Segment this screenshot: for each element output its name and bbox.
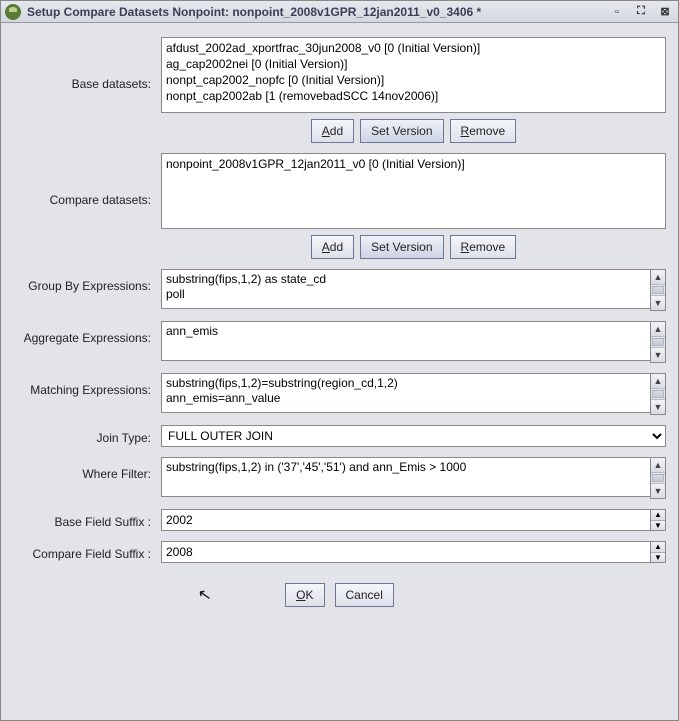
base-datasets-body: afdust_2002ad_xportfrac_30jun2008_v0 [0 … xyxy=(161,37,666,143)
where-filter-input[interactable] xyxy=(161,457,650,497)
aggregate-body: ▲ ▼ xyxy=(161,321,666,363)
scrollbar[interactable]: ▲ ▼ xyxy=(650,269,666,311)
join-type-label: Join Type: xyxy=(13,427,161,445)
set-version-button[interactable]: Set Version xyxy=(360,119,443,143)
spin-down-icon[interactable]: ▼ xyxy=(651,521,665,531)
scroll-down-icon[interactable]: ▼ xyxy=(651,399,665,414)
base-suffix-row: Base Field Suffix : ▲ ▼ xyxy=(13,509,666,531)
button-label-suffix: emove xyxy=(469,240,505,254)
list-item[interactable]: ag_cap2002nei [0 (Initial Version)] xyxy=(164,56,663,72)
group-by-row: Group By Expressions: ▲ ▼ xyxy=(13,269,666,311)
matching-body: ▲ ▼ xyxy=(161,373,666,415)
join-type-body: FULL OUTER JOIN xyxy=(161,425,666,447)
compare-suffix-input[interactable] xyxy=(161,541,650,563)
base-suffix-label: Base Field Suffix : xyxy=(13,511,161,529)
compare-datasets-buttons: Add Set Version Remove xyxy=(161,235,666,259)
dialog-window: Setup Compare Datasets Nonpoint: nonpoin… xyxy=(0,0,679,721)
list-item[interactable]: nonpoint_2008v1GPR_12jan2011_v0 [0 (Init… xyxy=(164,156,663,172)
remove-button[interactable]: Remove xyxy=(450,119,517,143)
spin-buttons: ▲ ▼ xyxy=(650,541,666,563)
join-type-select-wrap: FULL OUTER JOIN xyxy=(161,425,666,447)
button-label-suffix: dd xyxy=(330,124,343,138)
maximize-icon[interactable]: ⛶ xyxy=(632,5,650,19)
set-version-button[interactable]: Set Version xyxy=(360,235,443,259)
compare-datasets-row: Compare datasets: nonpoint_2008v1GPR_12j… xyxy=(13,153,666,259)
spin-up-icon[interactable]: ▲ xyxy=(651,542,665,553)
join-type-select[interactable]: FULL OUTER JOIN xyxy=(161,425,666,447)
scroll-down-icon[interactable]: ▼ xyxy=(651,347,665,362)
base-datasets-buttons: Add Set Version Remove xyxy=(161,119,666,143)
scroll-up-icon[interactable]: ▲ xyxy=(651,270,665,285)
group-by-body: ▲ ▼ xyxy=(161,269,666,311)
join-type-row: Join Type: FULL OUTER JOIN xyxy=(13,425,666,447)
group-by-label: Group By Expressions: xyxy=(13,269,161,293)
spin-buttons: ▲ ▼ xyxy=(650,509,666,531)
base-datasets-label: Base datasets: xyxy=(13,37,161,91)
scroll-thumb[interactable] xyxy=(652,338,664,346)
scroll-up-icon[interactable]: ▲ xyxy=(651,374,665,389)
app-icon xyxy=(5,4,21,20)
group-by-input[interactable] xyxy=(161,269,650,309)
where-filter-field-wrap: ▲ ▼ xyxy=(161,457,666,499)
where-filter-row: Where Filter: ▲ ▼ xyxy=(13,457,666,499)
scroll-down-icon[interactable]: ▼ xyxy=(651,295,665,310)
window-title: Setup Compare Datasets Nonpoint: nonpoin… xyxy=(27,5,608,19)
scrollbar[interactable]: ▲ ▼ xyxy=(650,321,666,363)
add-button[interactable]: Add xyxy=(311,235,354,259)
window-buttons: ▫ ⛶ ⊠ xyxy=(608,5,674,19)
matching-row: Matching Expressions: ▲ ▼ xyxy=(13,373,666,415)
aggregate-label: Aggregate Expressions: xyxy=(13,321,161,345)
spin-up-icon[interactable]: ▲ xyxy=(651,510,665,521)
compare-datasets-body: nonpoint_2008v1GPR_12jan2011_v0 [0 (Init… xyxy=(161,153,666,259)
scroll-thumb[interactable] xyxy=(652,474,664,482)
scrollbar[interactable]: ▲ ▼ xyxy=(650,373,666,415)
aggregate-input[interactable] xyxy=(161,321,650,361)
matching-label: Matching Expressions: xyxy=(13,373,161,397)
base-suffix-input[interactable] xyxy=(161,509,650,531)
ok-button[interactable]: OK xyxy=(285,583,324,607)
cancel-button[interactable]: Cancel xyxy=(335,583,394,607)
matching-field-wrap: ▲ ▼ xyxy=(161,373,666,415)
compare-suffix-body: ▲ ▼ xyxy=(161,541,666,563)
compare-suffix-row: Compare Field Suffix : ▲ ▼ xyxy=(13,541,666,563)
title-bar: Setup Compare Datasets Nonpoint: nonpoin… xyxy=(1,1,678,23)
aggregate-row: Aggregate Expressions: ▲ ▼ xyxy=(13,321,666,363)
list-item[interactable]: nonpt_cap2002_nopfc [0 (Initial Version)… xyxy=(164,72,663,88)
group-by-field-wrap: ▲ ▼ xyxy=(161,269,666,311)
list-item[interactable]: afdust_2002ad_xportfrac_30jun2008_v0 [0 … xyxy=(164,40,663,56)
matching-input[interactable] xyxy=(161,373,650,413)
dialog-buttons: OK Cancel ↖ xyxy=(13,573,666,611)
button-label-suffix: K xyxy=(305,588,313,602)
compare-datasets-list[interactable]: nonpoint_2008v1GPR_12jan2011_v0 [0 (Init… xyxy=(161,153,666,229)
scroll-down-icon[interactable]: ▼ xyxy=(651,483,665,498)
where-filter-label: Where Filter: xyxy=(13,457,161,481)
compare-datasets-label: Compare datasets: xyxy=(13,153,161,207)
where-filter-body: ▲ ▼ xyxy=(161,457,666,499)
base-datasets-list[interactable]: afdust_2002ad_xportfrac_30jun2008_v0 [0 … xyxy=(161,37,666,113)
scrollbar[interactable]: ▲ ▼ xyxy=(650,457,666,499)
base-suffix-body: ▲ ▼ xyxy=(161,509,666,531)
cursor-icon: ↖ xyxy=(196,584,213,606)
scroll-thumb[interactable] xyxy=(652,390,664,398)
compare-suffix-label: Compare Field Suffix : xyxy=(13,543,161,561)
base-datasets-row: Base datasets: afdust_2002ad_xportfrac_3… xyxy=(13,37,666,143)
list-item[interactable]: nonpt_cap2002ab [1 (removebadSCC 14nov20… xyxy=(164,88,663,104)
aggregate-field-wrap: ▲ ▼ xyxy=(161,321,666,363)
add-button[interactable]: Add xyxy=(311,119,354,143)
spin-down-icon[interactable]: ▼ xyxy=(651,553,665,563)
scroll-up-icon[interactable]: ▲ xyxy=(651,322,665,337)
base-suffix-spinner: ▲ ▼ xyxy=(161,509,666,531)
scroll-thumb[interactable] xyxy=(652,286,664,294)
button-label-suffix: emove xyxy=(469,124,505,138)
button-label-suffix: dd xyxy=(330,240,343,254)
scroll-up-icon[interactable]: ▲ xyxy=(651,458,665,473)
minimize-icon[interactable]: ▫ xyxy=(608,5,626,19)
close-icon[interactable]: ⊠ xyxy=(656,5,674,19)
compare-suffix-spinner: ▲ ▼ xyxy=(161,541,666,563)
content-area: Base datasets: afdust_2002ad_xportfrac_3… xyxy=(1,23,678,720)
remove-button[interactable]: Remove xyxy=(450,235,517,259)
